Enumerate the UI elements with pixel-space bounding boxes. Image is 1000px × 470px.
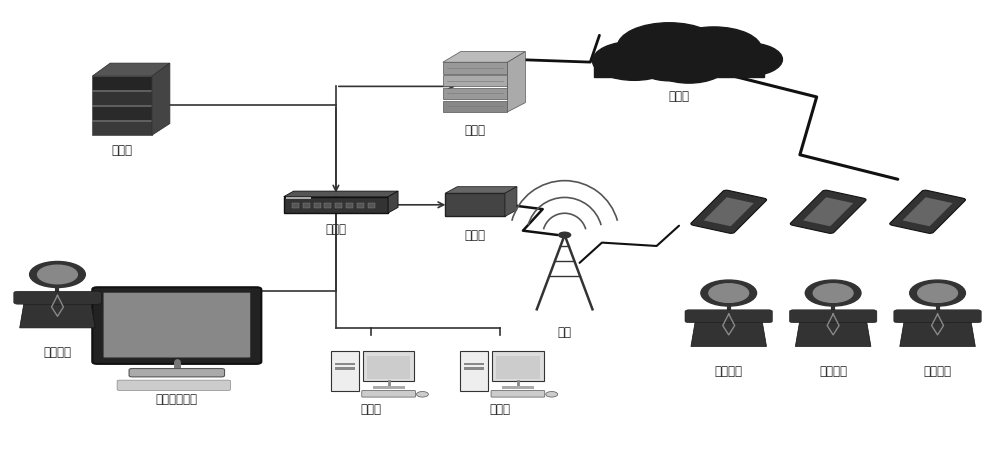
Bar	[335, 204, 342, 208]
Bar	[502, 386, 534, 389]
FancyBboxPatch shape	[685, 310, 772, 323]
Circle shape	[416, 392, 428, 397]
Circle shape	[617, 23, 721, 71]
Bar	[367, 356, 410, 379]
Circle shape	[701, 280, 757, 306]
FancyBboxPatch shape	[790, 190, 866, 234]
Bar	[594, 58, 764, 77]
Bar	[464, 363, 484, 365]
Bar	[373, 386, 405, 389]
Circle shape	[38, 265, 77, 284]
Circle shape	[709, 284, 749, 302]
FancyBboxPatch shape	[92, 287, 261, 364]
FancyBboxPatch shape	[92, 121, 152, 135]
FancyBboxPatch shape	[92, 91, 152, 105]
Text: 运维人员: 运维人员	[924, 365, 952, 378]
Bar	[496, 356, 540, 379]
Bar	[324, 204, 331, 208]
Text: 运维人员: 运维人员	[819, 365, 847, 378]
FancyBboxPatch shape	[894, 310, 981, 323]
Polygon shape	[152, 63, 170, 135]
Circle shape	[805, 280, 861, 306]
Bar	[357, 204, 364, 208]
FancyBboxPatch shape	[443, 75, 507, 86]
Bar	[803, 197, 853, 226]
Text: 服务器: 服务器	[112, 144, 133, 157]
FancyBboxPatch shape	[363, 351, 414, 381]
Bar	[704, 197, 754, 226]
Polygon shape	[507, 52, 525, 112]
FancyBboxPatch shape	[92, 76, 152, 90]
Text: 互联网: 互联网	[669, 90, 690, 103]
FancyBboxPatch shape	[14, 291, 101, 304]
Bar	[346, 204, 353, 208]
Polygon shape	[900, 312, 975, 346]
Text: 大屏监控系统: 大屏监控系统	[156, 393, 198, 406]
Text: 值班人员: 值班人员	[43, 346, 71, 360]
Bar	[286, 197, 311, 199]
FancyBboxPatch shape	[443, 88, 507, 99]
FancyBboxPatch shape	[445, 193, 505, 216]
FancyBboxPatch shape	[331, 351, 359, 391]
Bar	[303, 204, 310, 208]
Polygon shape	[795, 312, 871, 346]
Circle shape	[592, 41, 676, 80]
FancyBboxPatch shape	[443, 101, 507, 112]
Bar	[903, 197, 953, 226]
FancyBboxPatch shape	[362, 391, 415, 397]
Polygon shape	[445, 187, 517, 193]
Bar	[335, 368, 355, 370]
Bar	[292, 204, 299, 208]
Circle shape	[711, 43, 782, 76]
FancyBboxPatch shape	[789, 310, 877, 323]
Bar	[464, 368, 484, 370]
Circle shape	[639, 53, 699, 81]
Polygon shape	[388, 191, 398, 213]
FancyBboxPatch shape	[103, 292, 250, 358]
Text: 基站: 基站	[558, 326, 572, 338]
Polygon shape	[284, 191, 398, 196]
FancyBboxPatch shape	[491, 391, 545, 397]
Text: 运维人员: 运维人员	[715, 365, 743, 378]
FancyBboxPatch shape	[117, 380, 231, 391]
Circle shape	[546, 392, 558, 397]
Bar	[335, 363, 355, 365]
Circle shape	[918, 284, 957, 302]
Text: 防火墙: 防火墙	[465, 124, 486, 136]
Circle shape	[813, 284, 853, 302]
Polygon shape	[92, 63, 170, 76]
Text: 工作站: 工作站	[490, 403, 511, 416]
Circle shape	[559, 232, 571, 238]
FancyBboxPatch shape	[492, 351, 544, 381]
Text: 工作站: 工作站	[360, 403, 381, 416]
Polygon shape	[20, 293, 95, 328]
Circle shape	[666, 27, 762, 71]
Circle shape	[30, 261, 85, 288]
Text: 交换机: 交换机	[325, 223, 346, 236]
FancyBboxPatch shape	[443, 62, 507, 74]
FancyBboxPatch shape	[691, 190, 767, 234]
Circle shape	[910, 280, 965, 306]
FancyBboxPatch shape	[460, 351, 488, 391]
Polygon shape	[691, 312, 767, 346]
Bar	[368, 204, 375, 208]
FancyBboxPatch shape	[92, 106, 152, 120]
FancyBboxPatch shape	[890, 190, 966, 234]
Polygon shape	[505, 187, 517, 216]
Circle shape	[651, 48, 727, 83]
Text: 短信猫: 短信猫	[465, 229, 486, 242]
Bar	[314, 204, 321, 208]
FancyBboxPatch shape	[129, 368, 225, 377]
FancyBboxPatch shape	[284, 196, 388, 213]
Polygon shape	[443, 52, 525, 62]
